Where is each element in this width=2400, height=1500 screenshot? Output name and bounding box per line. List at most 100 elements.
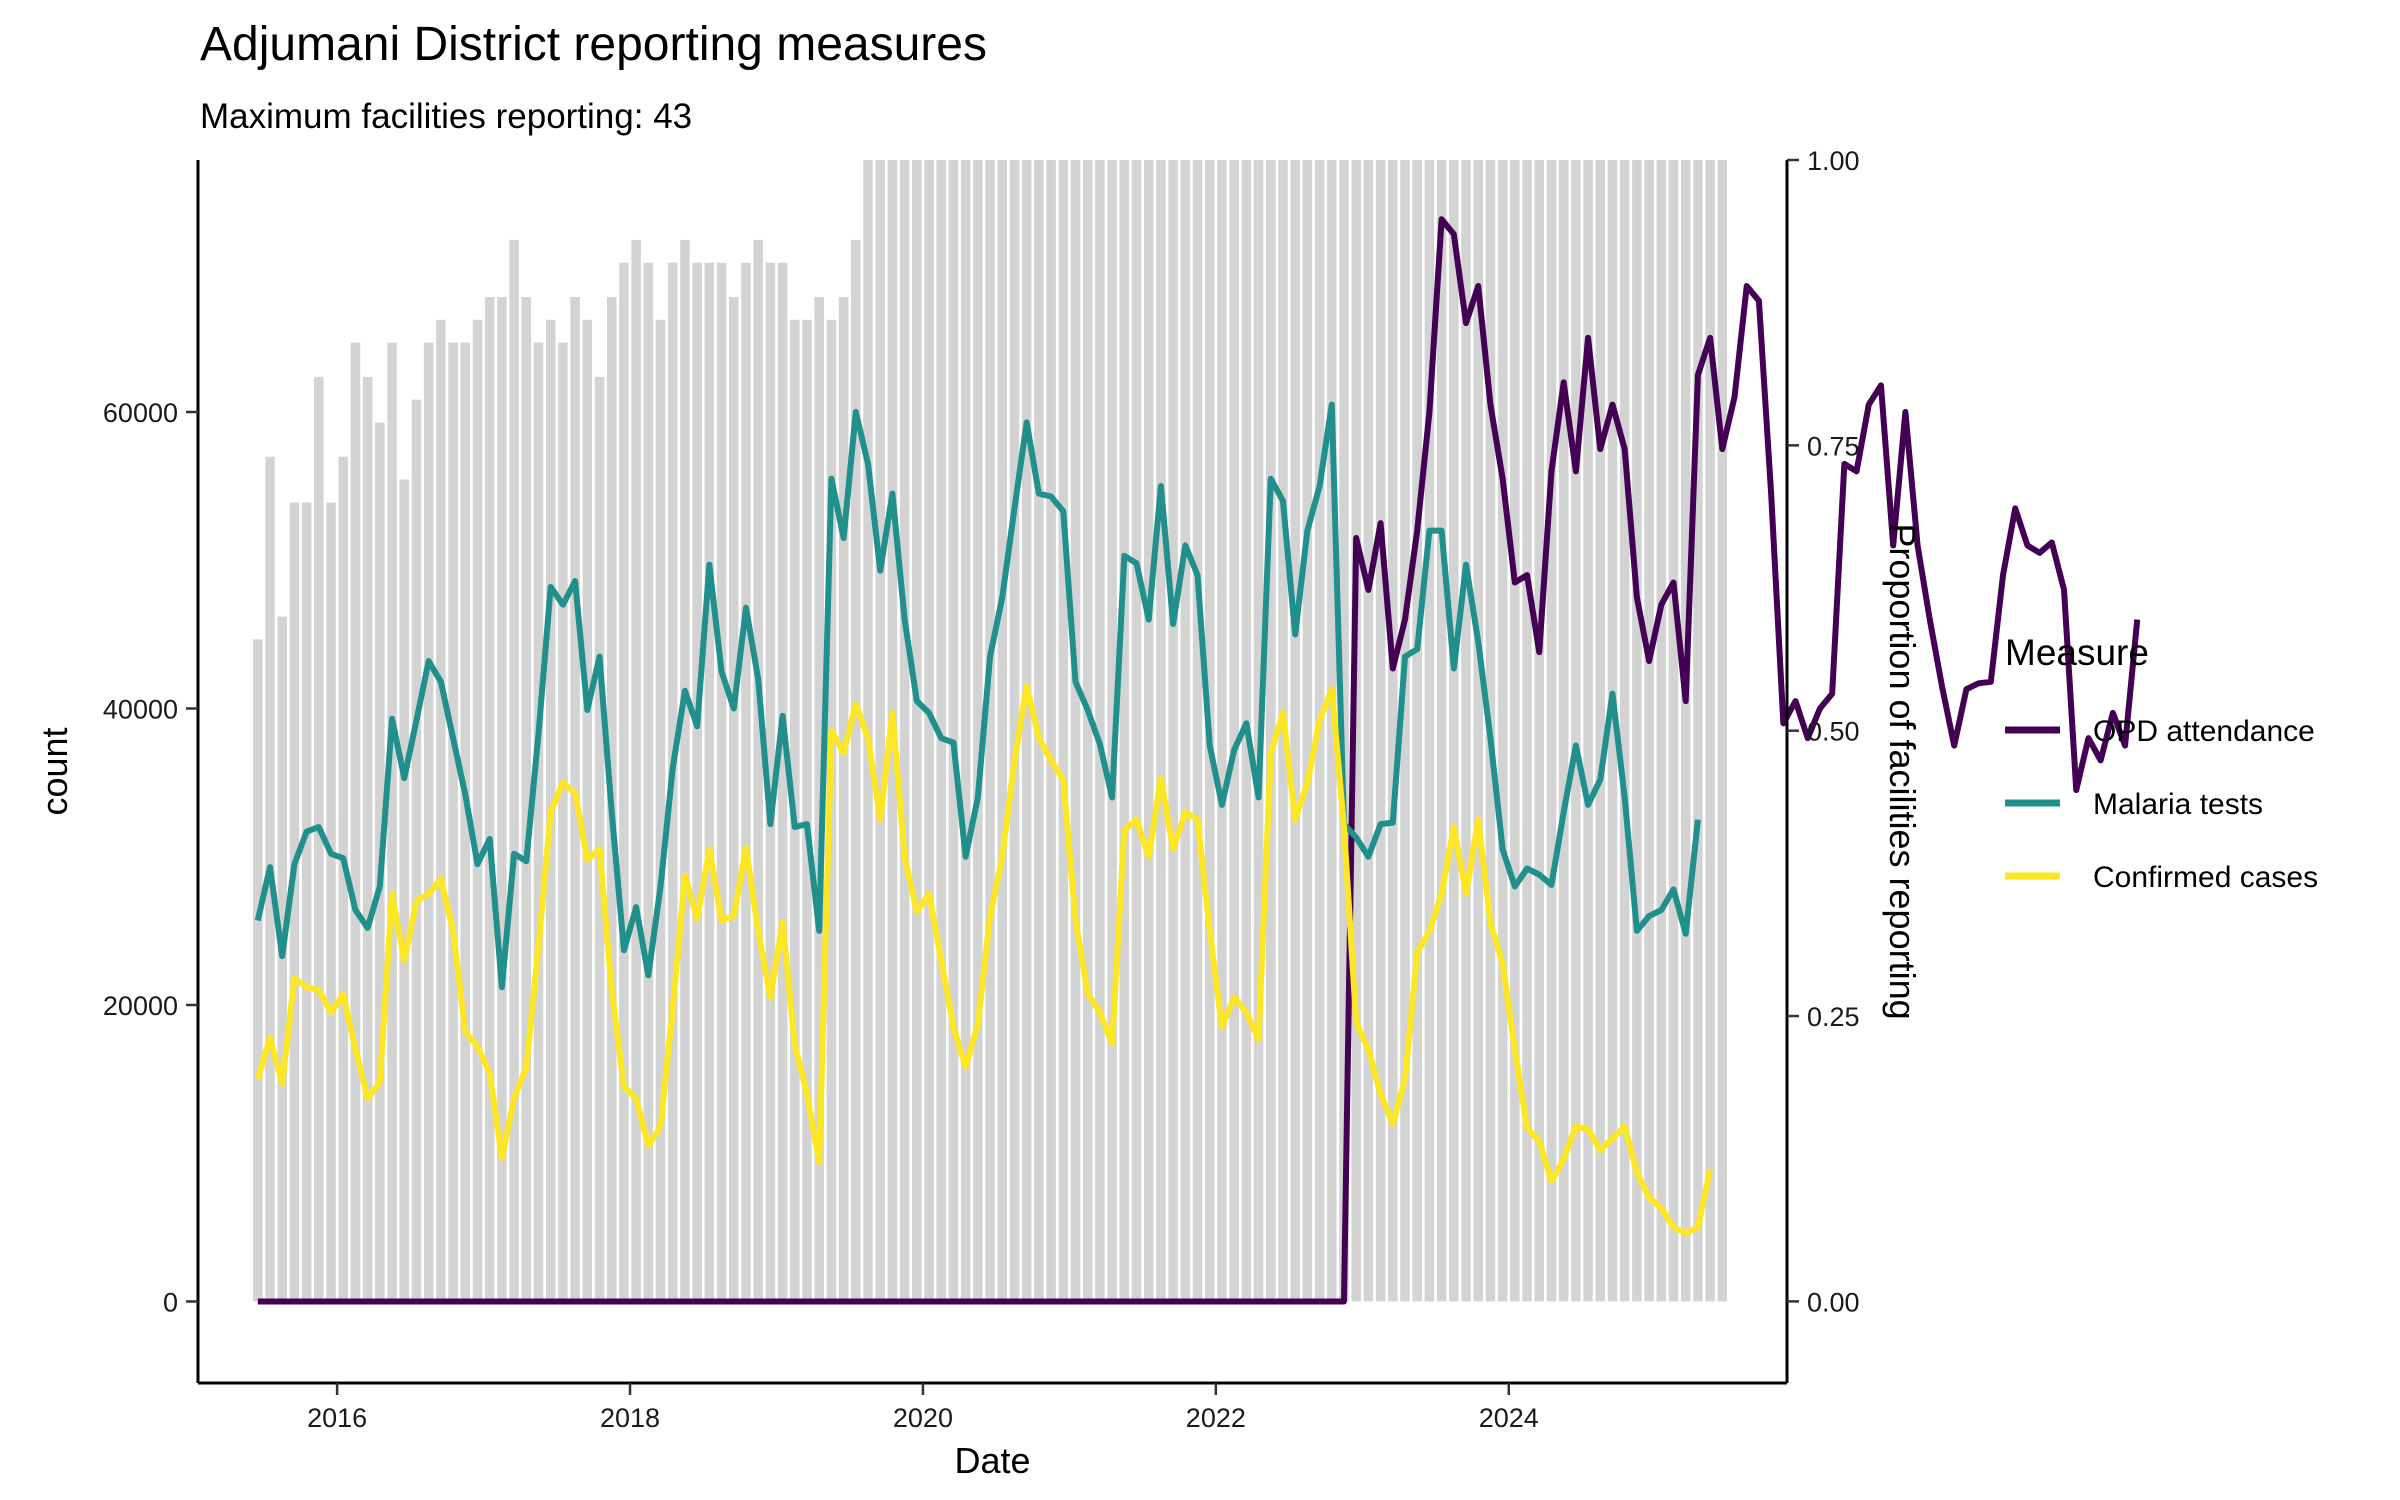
facility-bar <box>643 262 654 1302</box>
x-tick-label: 2016 <box>307 1403 367 1433</box>
facility-bar <box>1131 160 1142 1302</box>
facility-bar <box>960 160 971 1302</box>
facility-bar <box>1644 160 1654 1302</box>
legend-label-confirmed-cases: Confirmed cases <box>2093 861 2318 894</box>
facility-bar <box>399 479 410 1302</box>
facility-bar <box>472 319 483 1302</box>
facility-bar <box>1229 160 1239 1302</box>
facility-bar <box>1327 160 1337 1302</box>
facility-bar <box>411 399 422 1302</box>
facility-bar <box>1595 160 1606 1302</box>
facility-bar <box>423 342 434 1302</box>
chart-title: Adjumani District reporting measures <box>200 18 987 71</box>
y2-tick-label: 0.25 <box>1807 1002 1860 1032</box>
facility-bar <box>582 319 593 1302</box>
facility-bar <box>851 239 861 1302</box>
facility-bar <box>777 262 788 1302</box>
facility-bar <box>1046 160 1056 1302</box>
facility-bar <box>1021 160 1032 1302</box>
x-tick-label: 2024 <box>1479 1403 1539 1433</box>
y2-tick-label: 0.00 <box>1807 1287 1860 1317</box>
facility-bar <box>619 262 629 1302</box>
facility-bar <box>680 239 690 1302</box>
facility-bar <box>1680 160 1691 1302</box>
facility-bar <box>1082 160 1093 1302</box>
facility-bar <box>436 319 446 1302</box>
facility-bar <box>1180 160 1191 1302</box>
facility-bar <box>692 262 702 1302</box>
facility-bar <box>460 342 471 1302</box>
facility-bar <box>741 262 751 1302</box>
facility-bar <box>1607 160 1618 1302</box>
facility-bar <box>1290 160 1300 1302</box>
facility-bar <box>1119 160 1130 1302</box>
facility-bar <box>1009 160 1020 1302</box>
facility-bar <box>1717 160 1728 1302</box>
facility-bar <box>973 160 983 1302</box>
facility-bar <box>948 160 959 1302</box>
facility-bar <box>1534 160 1545 1302</box>
facility-bar <box>1632 160 1642 1302</box>
facility-bar <box>924 160 934 1302</box>
series-line-opd-attendance <box>257 216 2141 1305</box>
facility-bar <box>1156 160 1166 1302</box>
facility-bar <box>631 239 641 1302</box>
facility-bar <box>1558 160 1569 1302</box>
facility-bar <box>802 319 812 1302</box>
facility-bar <box>1693 160 1703 1302</box>
facility-bar <box>1107 160 1117 1302</box>
facility-bar <box>1522 160 1532 1302</box>
facility-bar <box>326 502 336 1302</box>
chart-subtitle: Maximum facilities reporting: 43 <box>200 97 692 136</box>
legend-label-opd: OPD attendance <box>2093 715 2315 748</box>
facility-bar <box>704 262 715 1302</box>
facility-bar <box>362 376 373 1302</box>
facility-bar <box>1497 160 1508 1302</box>
facility-bar <box>1302 160 1313 1302</box>
y2-tick-label: 0.75 <box>1807 431 1860 461</box>
x-tick-label: 2020 <box>893 1403 953 1433</box>
facility-bar <box>765 262 776 1302</box>
facility-bar <box>1619 160 1630 1302</box>
facility-bar <box>1168 160 1178 1302</box>
facility-bar <box>936 160 946 1302</box>
facility-bar <box>1217 160 1227 1302</box>
facility-bar <box>509 239 519 1302</box>
facility-bar <box>1424 160 1435 1302</box>
facility-bar <box>448 342 458 1302</box>
facility-bar <box>729 296 739 1302</box>
facility-bar <box>899 160 910 1302</box>
facility-bar <box>1400 160 1410 1302</box>
x-tick-label: 2022 <box>1186 1403 1246 1433</box>
series-lines <box>254 216 2141 1305</box>
facility-bar <box>1143 160 1154 1302</box>
facility-bar <box>1449 160 1459 1302</box>
facility-bar <box>875 160 885 1302</box>
axis-ticks: 2016 2018 2020 2022 2024 0 20000 40000 60000 0.00… <box>103 146 1860 1433</box>
y-tick-label: 0 <box>163 1287 178 1317</box>
y2-tick-label: 1.00 <box>1807 146 1860 176</box>
facility-bar <box>497 296 507 1302</box>
facility-bar <box>1375 160 1386 1302</box>
facility-bar <box>1095 160 1105 1302</box>
facility-bar <box>1473 160 1483 1302</box>
facility-bar <box>1571 160 1581 1302</box>
facility-bar <box>301 502 312 1302</box>
facility-bar <box>1436 160 1447 1302</box>
legend-label-malaria-tests: Malaria tests <box>2093 788 2263 821</box>
facility-bar <box>1461 160 1471 1302</box>
facility-bar <box>1583 160 1593 1302</box>
facility-bar <box>1192 160 1203 1302</box>
legend-title: Measure <box>2005 632 2149 673</box>
facility-bar <box>1510 160 1520 1302</box>
facility-bar <box>387 342 397 1302</box>
facility-bar <box>253 639 263 1302</box>
y-tick-label: 40000 <box>103 694 178 724</box>
facility-bar <box>1668 160 1679 1302</box>
legend: Measure OPD attendance Malaria tests Con… <box>2005 632 2318 894</box>
facility-bar <box>716 262 727 1302</box>
facility-bar <box>1351 160 1361 1302</box>
facility-bar <box>985 160 995 1302</box>
